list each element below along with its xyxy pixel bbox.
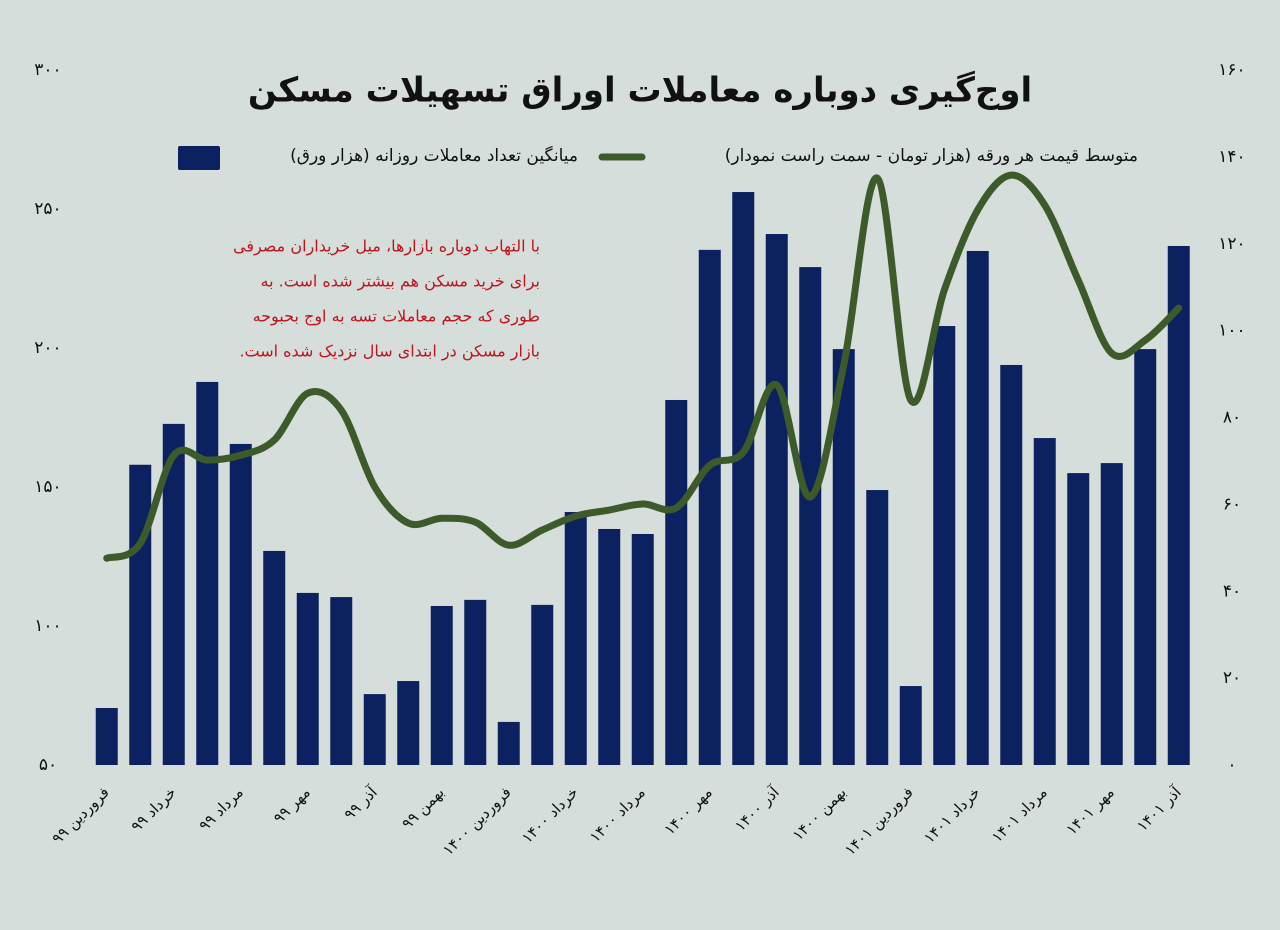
- y2-tick-label: ۸۰: [1223, 408, 1241, 428]
- x-tick-label: مرداد ۱۴۰۰: [586, 783, 649, 846]
- bar: [363, 694, 386, 765]
- x-tick-label: آذر ۱۴۰۱: [1133, 783, 1185, 835]
- bar: [899, 686, 922, 765]
- bar: [497, 721, 520, 765]
- x-tick-label: بهمن ۱۴۰۰: [789, 783, 850, 844]
- y-tick-label: ۱۰۰: [34, 616, 61, 636]
- bar: [966, 250, 989, 765]
- annotation: طوری که حجم معاملات تسه به اوج بحبوحه: [253, 307, 540, 327]
- bar: [1033, 438, 1056, 765]
- bar: [162, 423, 185, 765]
- y2-tick-label: ۱۴۰: [1218, 147, 1245, 167]
- y2-tick-label: ۱۶۰: [1218, 60, 1245, 80]
- bar: [129, 464, 152, 765]
- bar: [464, 599, 487, 765]
- bar: [430, 605, 453, 765]
- y2-tick-label: ۰: [1227, 755, 1236, 775]
- x-tick-label: خرداد ۱۴۰۰: [518, 783, 582, 847]
- bar: [229, 443, 252, 765]
- x-tick-label: خرداد ۹۹: [127, 783, 179, 835]
- x-tick-label: بهمن ۹۹: [398, 783, 448, 833]
- bar: [330, 597, 353, 765]
- x-tick-label: فروردین ۱۴۰۰: [439, 783, 515, 859]
- bar: [933, 326, 956, 765]
- x-tick-label: مرداد ۹۹: [195, 783, 246, 834]
- legend-label: میانگین تعداد معاملات روزانه (هزار ورق): [290, 145, 578, 166]
- y2-tick-label: ۱۰۰: [1218, 321, 1245, 341]
- bar: [95, 708, 118, 765]
- bar: [765, 234, 788, 765]
- x-tick-label: مهر ۹۹: [270, 783, 314, 827]
- y-tick-label: ۳۰۰: [34, 60, 61, 80]
- line: [103, 171, 1183, 562]
- y-tick-label: ۲۵۰: [34, 199, 61, 219]
- bar: [866, 490, 889, 765]
- bar: [631, 533, 654, 765]
- bar: [1067, 473, 1090, 765]
- x-tick-label: آذر ۹۹: [340, 783, 381, 824]
- bar: [832, 349, 855, 765]
- annotation: با التهاب دوباره بازارها، میل خریداران م…: [233, 237, 540, 257]
- bar: [564, 512, 587, 765]
- bar: [196, 381, 219, 765]
- bar: [665, 399, 688, 765]
- y2-tick-label: ۱۲۰: [1218, 234, 1245, 254]
- y-tick-label: ۵۰: [39, 755, 57, 775]
- bar: [732, 192, 755, 766]
- x-tick-label: مرداد ۱۴۰۱: [988, 783, 1051, 846]
- bar: [698, 249, 721, 766]
- bar: [1167, 245, 1190, 765]
- y2-tick-label: ۴۰: [1223, 581, 1241, 601]
- annotation: برای خرید مسکن هم بیشتر شده است. به: [261, 272, 540, 292]
- x-tick-label: فروردین ۱۴۰۱: [841, 783, 917, 859]
- bar: [531, 604, 554, 765]
- x-tick-label: فروردین ۹۹: [48, 783, 112, 847]
- y2-tick-label: ۶۰: [1223, 494, 1241, 514]
- bar: [799, 267, 822, 765]
- chart-title: اوج‌گیری دوباره معاملات اوراق تسهیلات مس…: [248, 71, 1032, 111]
- bar: [1000, 364, 1023, 765]
- y-tick-label: ۱۵۰: [34, 477, 61, 497]
- bar: [296, 592, 319, 765]
- y2-tick-label: ۲۰: [1223, 668, 1241, 688]
- bar: [1100, 463, 1123, 765]
- y-tick-label: ۲۰۰: [34, 338, 61, 358]
- legend-swatch: [178, 146, 220, 170]
- x-tick-label: مهر ۱۴۰۱: [1062, 783, 1117, 838]
- annotation: بازار مسکن در ابتدای سال نزدیک شده است.: [239, 342, 540, 362]
- bar: [397, 681, 420, 765]
- bar: [598, 528, 621, 765]
- bar: [1134, 349, 1157, 765]
- x-tick-label: مهر ۱۴۰۰: [660, 783, 715, 838]
- x-tick-label: خرداد ۱۴۰۱: [920, 783, 984, 847]
- bar: [263, 550, 286, 765]
- legend-label: متوسط قیمت هر ورقه (هزار تومان - سمت راس…: [725, 146, 1138, 166]
- x-tick-label: آذر ۱۴۰۰: [731, 783, 783, 835]
